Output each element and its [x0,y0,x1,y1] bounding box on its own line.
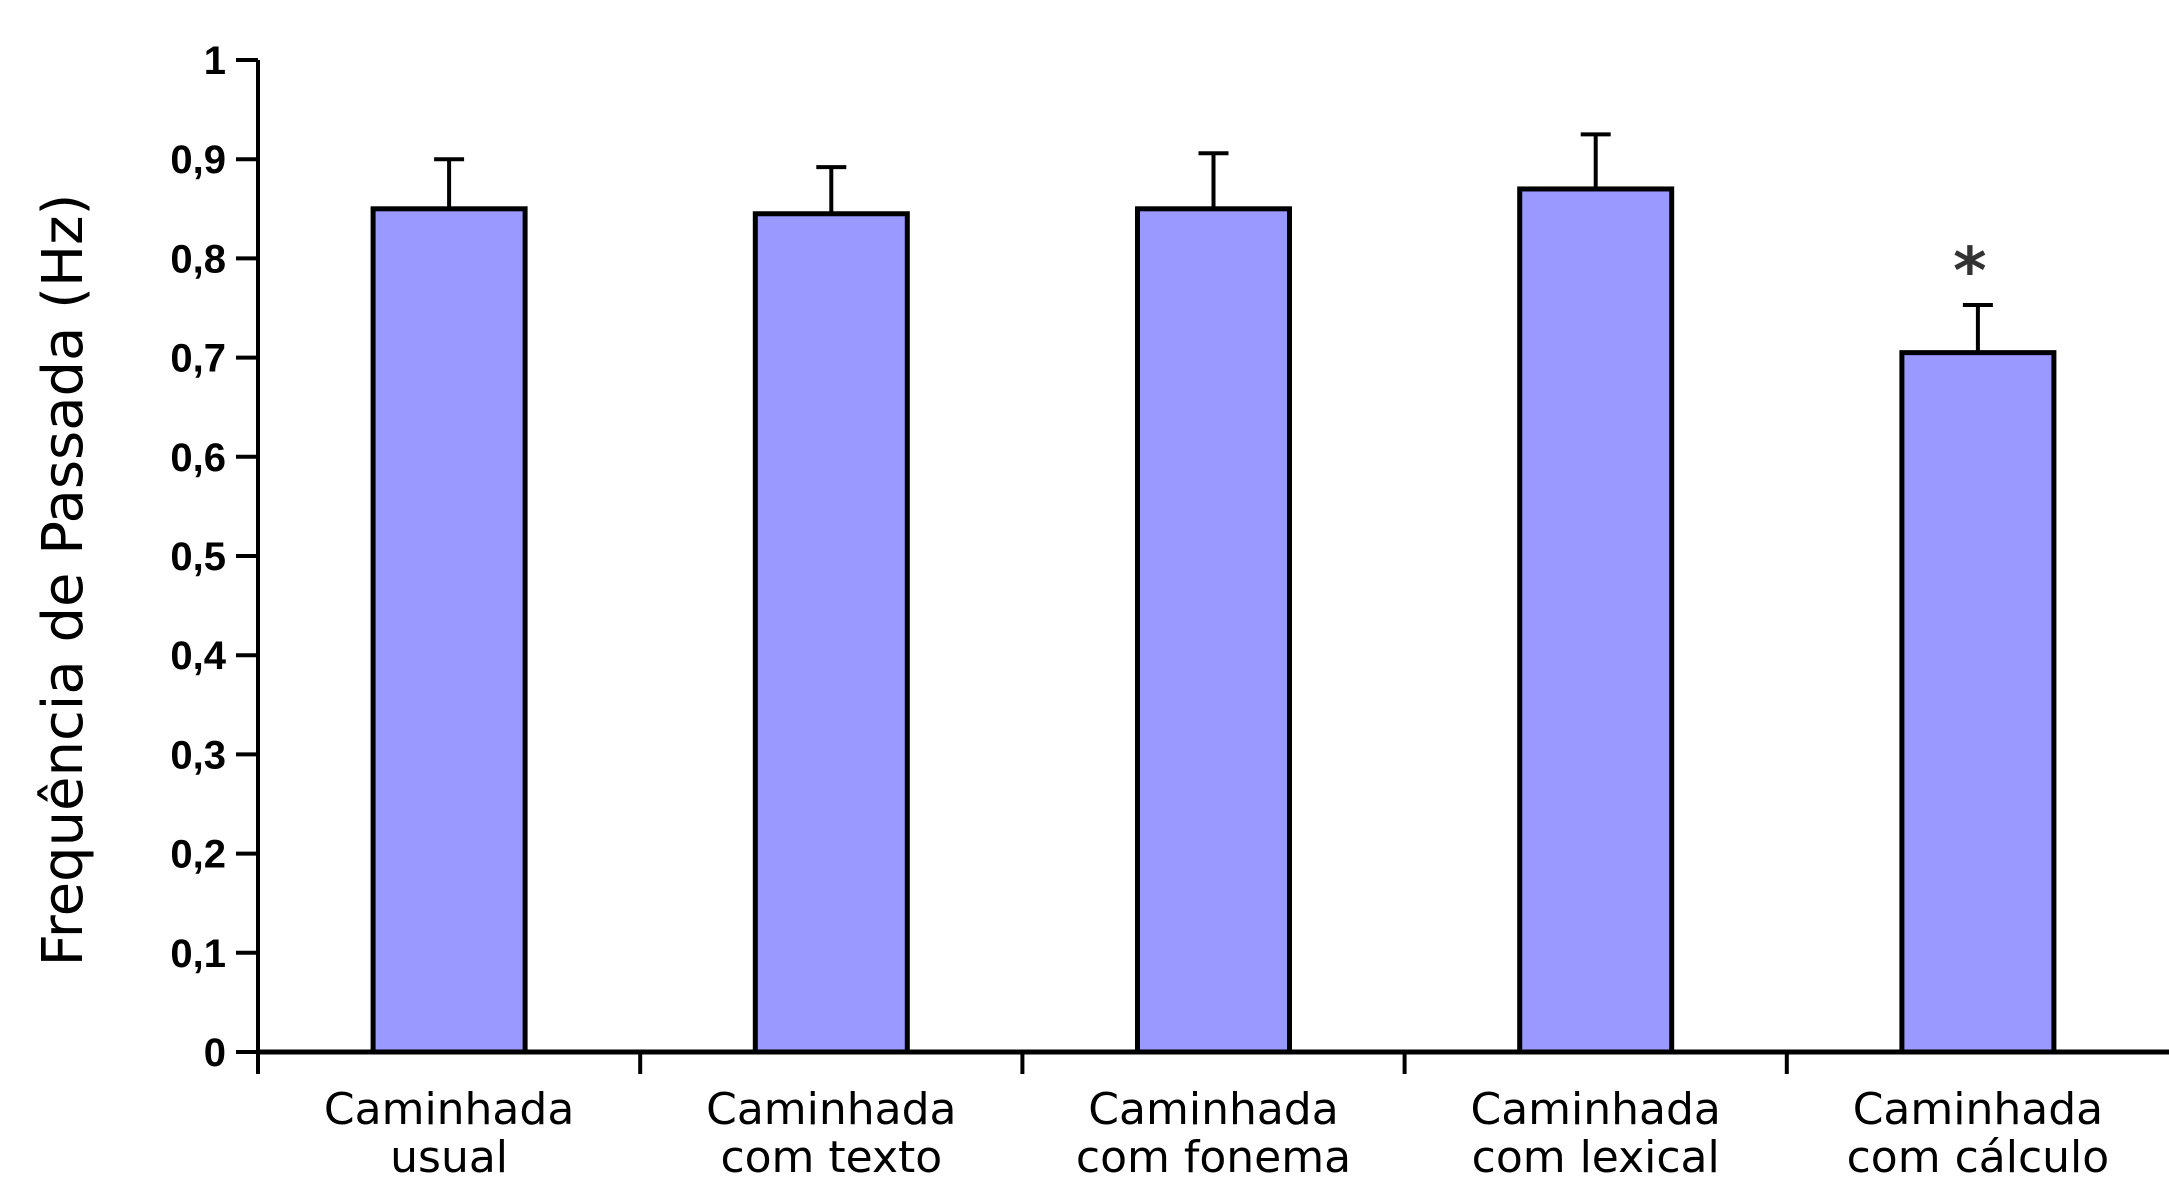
y-tick-label: 0,8 [170,237,226,281]
x-category-label: com texto [720,1132,942,1179]
bar [1899,350,2057,1055]
bar [370,206,528,1055]
y-tick-label: 0,3 [170,733,226,777]
x-category-label: Caminhada [706,1084,956,1135]
x-category-label: com cálculo [1847,1132,2110,1179]
significance-asterisk: * [1953,235,1986,309]
bars: * [370,132,2057,1055]
y-tick-label: 0,6 [170,436,226,480]
y-tick-label: 0 [204,1031,226,1075]
y-tick-label: 0,7 [170,337,226,381]
y-tick-label: 0,2 [170,833,226,877]
y-tick-label: 0,5 [170,535,226,579]
bar [752,211,910,1055]
x-category-label: com lexical [1472,1132,1720,1179]
y-tick-label: 0,4 [170,634,226,678]
bar [1517,186,1675,1055]
x-axis [256,1049,2169,1074]
x-category-label: Caminhada [1853,1084,2103,1135]
y-tick-label: 1 [204,39,226,83]
x-category-label: Caminhada [1470,1084,1720,1135]
bar [1135,206,1292,1055]
x-category-label: usual [390,1132,508,1179]
y-tick-label: 0,9 [170,138,226,182]
y-tick-label: 0,1 [170,932,226,976]
x-category-label: com fonema [1076,1132,1351,1179]
x-category-label: Caminhada [324,1084,574,1135]
x-category-label: Caminhada [1088,1084,1338,1135]
y-axis: 0 0,1 0,2 0,3 0,4 0,5 0,6 0,7 0,8 0,9 1 [170,39,260,1075]
y-axis-title: Frequência de Passada (Hz) [31,194,96,967]
